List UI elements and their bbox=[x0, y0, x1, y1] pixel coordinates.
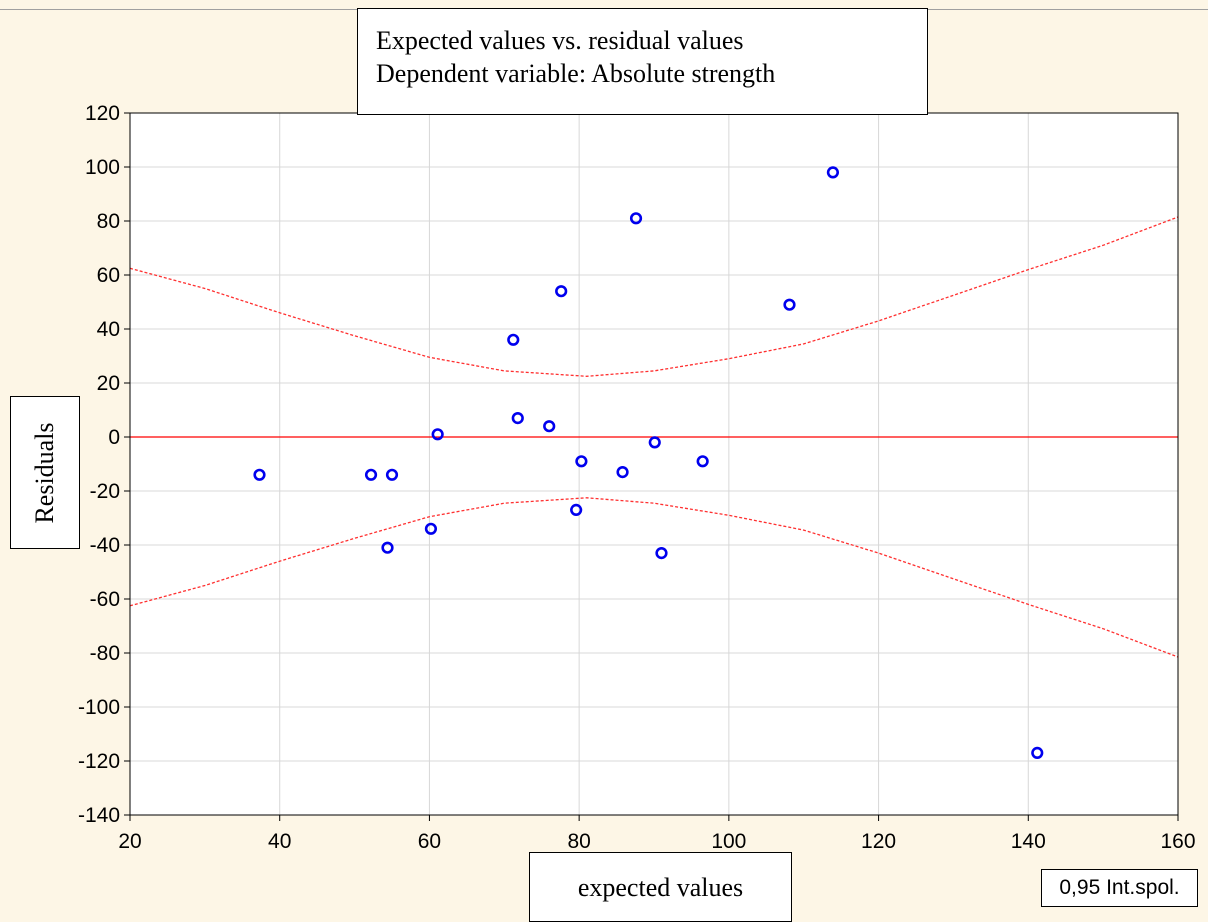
data-point bbox=[655, 546, 668, 560]
y-axis-label-box: Residuals bbox=[10, 396, 80, 549]
x-axis-ticks: 20 40 60 80 100 120 140 160 bbox=[118, 815, 1196, 853]
upper-confidence-curve bbox=[129, 216, 1179, 377]
legend-label: 0,95 Int.spol. bbox=[1059, 876, 1180, 899]
y-tick-label: -40 bbox=[90, 534, 120, 557]
x-tick-label: 160 bbox=[1160, 830, 1195, 853]
y-tick-label: -80 bbox=[90, 642, 120, 665]
plot-area bbox=[130, 113, 1178, 815]
legend-box: 0,95 Int.spol. bbox=[1041, 869, 1198, 907]
data-point bbox=[507, 333, 520, 346]
data-point bbox=[424, 522, 438, 535]
y-tick-label: 100 bbox=[85, 156, 120, 179]
y-tick-label: 20 bbox=[97, 372, 120, 395]
y-tick-label: 60 bbox=[97, 264, 120, 287]
chart-subtitle: Dependent variable: Absolute strength bbox=[376, 59, 776, 88]
x-tick-label: 80 bbox=[567, 830, 590, 853]
data-point bbox=[629, 212, 643, 225]
x-axis-label-box: expected values bbox=[529, 852, 792, 922]
y-tick-label: 80 bbox=[97, 210, 120, 233]
y-tick-label: 40 bbox=[97, 318, 120, 341]
data-point bbox=[511, 412, 524, 425]
data-point bbox=[1031, 746, 1044, 760]
x-tick-label: 100 bbox=[711, 830, 746, 853]
x-tick-label: 60 bbox=[418, 830, 441, 853]
data-point bbox=[648, 436, 661, 449]
y-tick-label: -60 bbox=[90, 588, 120, 611]
y-axis-ticks: -140 -120 -100 -80 -60 -40 -20 0 20 40 60 80 100 120 bbox=[78, 102, 130, 827]
data-points bbox=[253, 166, 1044, 760]
data-point bbox=[381, 541, 394, 554]
data-point bbox=[826, 166, 840, 179]
x-tick-label: 140 bbox=[1011, 830, 1046, 853]
data-point bbox=[575, 455, 588, 468]
data-point bbox=[555, 285, 568, 298]
data-point bbox=[616, 466, 629, 479]
data-point bbox=[543, 420, 556, 433]
x-tick-label: 40 bbox=[268, 830, 291, 853]
y-tick-label: -100 bbox=[78, 696, 120, 719]
y-tick-label: -20 bbox=[90, 480, 120, 503]
y-tick-label: 120 bbox=[85, 102, 120, 125]
y-tick-label: -120 bbox=[78, 750, 120, 773]
data-point bbox=[385, 468, 399, 481]
data-point bbox=[431, 428, 444, 441]
data-point bbox=[364, 468, 378, 481]
data-point bbox=[253, 468, 266, 481]
y-tick-label: 0 bbox=[108, 426, 120, 449]
chart-title-box: Expected values vs. residual values Depe… bbox=[357, 8, 928, 115]
data-point bbox=[783, 298, 796, 311]
data-point bbox=[696, 455, 709, 468]
x-tick-label: 20 bbox=[118, 830, 141, 853]
confidence-band bbox=[129, 216, 1179, 658]
lower-confidence-curve bbox=[129, 497, 1179, 658]
x-tick-label: 120 bbox=[861, 830, 896, 853]
x-axis-label: expected values bbox=[577, 873, 744, 902]
y-tick-label: -140 bbox=[78, 804, 120, 827]
data-point bbox=[570, 503, 583, 517]
y-axis-label: Residuals bbox=[30, 421, 59, 524]
chart-title: Expected values vs. residual values bbox=[376, 26, 744, 55]
